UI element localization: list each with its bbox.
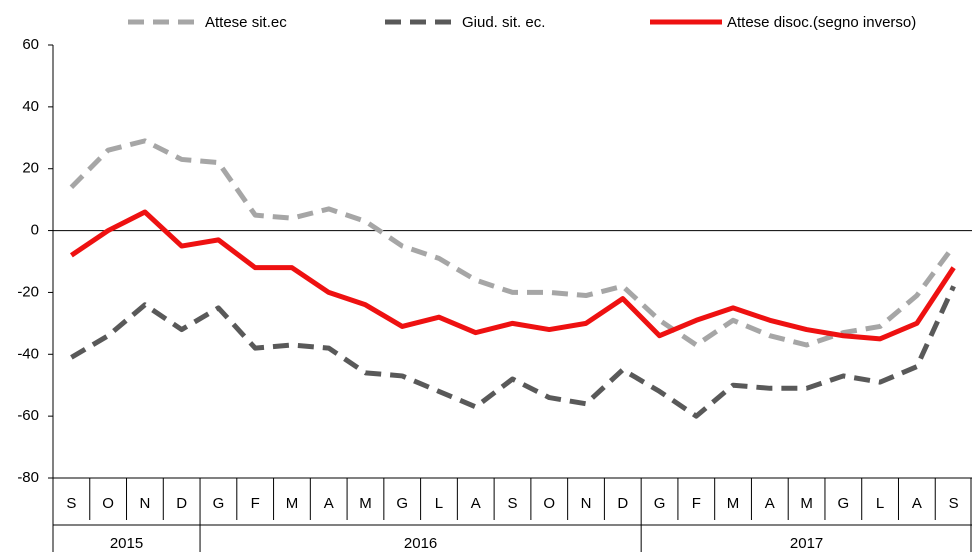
x-tick-label: L — [876, 495, 884, 512]
x-tick-label: S — [66, 495, 76, 512]
year-label: 2016 — [404, 535, 437, 552]
x-tick-label: O — [543, 495, 555, 512]
x-tick-label: D — [617, 495, 628, 512]
x-tick-label: A — [912, 495, 922, 512]
line-series — [69, 209, 956, 342]
x-tick-label: G — [654, 495, 666, 512]
y-tick-label: 0 — [31, 222, 39, 239]
x-tick-label: M — [727, 495, 740, 512]
y-tick-label: 40 — [22, 98, 39, 115]
y-tick-label: 20 — [22, 160, 39, 177]
x-tick-label: D — [176, 495, 187, 512]
x-tick-label: S — [507, 495, 517, 512]
x-tick-label: O — [102, 495, 114, 512]
legend-label: Giud. sit. ec. — [462, 14, 545, 31]
x-tick-label: M — [800, 495, 813, 512]
legend-label: Attese sit.ec — [205, 14, 287, 31]
x-tick-label: F — [692, 495, 701, 512]
line-series — [70, 285, 956, 419]
x-tick-label: S — [949, 495, 959, 512]
y-tick-label: -20 — [17, 283, 39, 300]
year-label: 2015 — [110, 535, 143, 552]
x-tick-label: M — [359, 495, 372, 512]
x-tick-label: L — [435, 495, 443, 512]
x-tick-label: A — [471, 495, 481, 512]
y-tick-label: -40 — [17, 345, 39, 362]
year-label: 2017 — [790, 535, 823, 552]
line-series — [69, 138, 956, 348]
y-tick-label: -60 — [17, 407, 39, 424]
x-tick-label: N — [139, 495, 150, 512]
x-tick-label: N — [581, 495, 592, 512]
x-tick-label: M — [286, 495, 299, 512]
y-tick-label: -80 — [17, 469, 39, 486]
x-tick-label: G — [838, 495, 850, 512]
x-tick-label: G — [213, 495, 225, 512]
x-tick-label: A — [765, 495, 775, 512]
x-tick-label: F — [251, 495, 260, 512]
y-tick-label: 60 — [22, 36, 39, 53]
x-tick-label: A — [324, 495, 334, 512]
legend-label: Attese disoc.(segno inverso) — [727, 14, 916, 31]
x-tick-label: G — [396, 495, 408, 512]
